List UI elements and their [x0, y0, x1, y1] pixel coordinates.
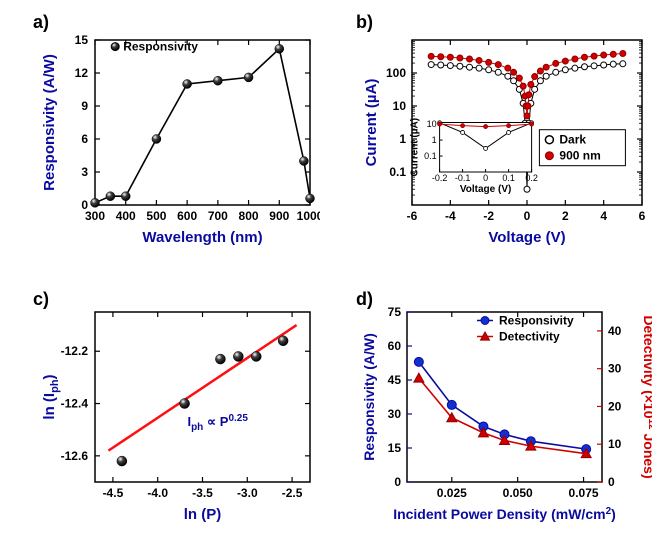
- y-right-axis-title: Detectivity (×1012 Jones): [641, 315, 652, 478]
- panel-d: 0.025 0.050 0.075 0 15 30 45 60 75 0 10 20 30 40 Incid…: [362, 297, 652, 527]
- svg-text:100: 100: [386, 66, 406, 80]
- svg-text:75: 75: [388, 305, 402, 319]
- x-axis-title: Wavelength (nm): [142, 229, 262, 246]
- svg-text:-12.4: -12.4: [61, 397, 89, 411]
- svg-text:-6: -6: [407, 209, 418, 223]
- svg-text:-3.5: -3.5: [192, 486, 213, 500]
- svg-text:10: 10: [608, 437, 622, 451]
- svg-text:0.1: 0.1: [389, 165, 406, 179]
- svg-text:15: 15: [75, 33, 89, 47]
- svg-text:-4.5: -4.5: [103, 486, 124, 500]
- svg-text:Voltage (V): Voltage (V): [460, 184, 511, 195]
- svg-text:400: 400: [116, 209, 136, 223]
- svg-text:6: 6: [81, 132, 88, 146]
- svg-text:600: 600: [177, 209, 197, 223]
- panel-c: -4.5 -4.0 -3.5 -3.0 -2.5 -12.6 -12.4 -12.2 ln (P…: [40, 297, 320, 527]
- y-axis-title: Responsivity (A/W): [41, 54, 58, 191]
- svg-text:800: 800: [239, 209, 259, 223]
- y-left-axis-title: Responsivity (A/W): [362, 333, 377, 461]
- x-axis-title: Incident Power Density (mW/cm2): [393, 506, 616, 522]
- svg-text:-2.5: -2.5: [282, 486, 303, 500]
- svg-text:9: 9: [81, 99, 88, 113]
- svg-text:-12.2: -12.2: [61, 344, 89, 358]
- figure-root: 300400500600700800900100003691215Wavelen…: [0, 0, 660, 542]
- legend-detect: Detectivity: [499, 330, 560, 344]
- svg-text:60: 60: [388, 339, 402, 353]
- panel-b-label: b): [356, 12, 373, 33]
- svg-text:0: 0: [524, 209, 531, 223]
- panel-d-chart: 0.025 0.050 0.075 0 15 30 45 60 75 0 10 20 30 40 Incid…: [362, 297, 652, 527]
- panel-b-chart: -6-4-202460.1110100Voltage (V)Current (µ…: [362, 20, 652, 250]
- legend-responsivity: Responsivity: [123, 40, 198, 54]
- legend-900nm: 900 nm: [559, 149, 600, 163]
- svg-text:20: 20: [608, 399, 622, 413]
- svg-text:10: 10: [393, 99, 407, 113]
- svg-text:0.1: 0.1: [424, 151, 437, 161]
- svg-text:0: 0: [394, 475, 401, 489]
- svg-text:10: 10: [427, 119, 437, 129]
- svg-text:-0.1: -0.1: [455, 173, 471, 183]
- panel-c-chart: -4.5 -4.0 -3.5 -3.0 -2.5 -12.6 -12.4 -12.2 ln (P…: [40, 297, 320, 527]
- svg-text:1: 1: [399, 132, 406, 146]
- svg-text:40: 40: [608, 324, 622, 338]
- svg-text:0.075: 0.075: [569, 486, 599, 500]
- panel-a: 300 400 500 600 700 800 900 1000 0 3 6 9 12 15 Wavelen…: [40, 20, 320, 250]
- x-axis-title: ln (P): [184, 506, 222, 523]
- svg-text:-12.6: -12.6: [61, 449, 89, 463]
- svg-text:45: 45: [388, 373, 402, 387]
- svg-text:0: 0: [81, 198, 88, 212]
- panel-a-chart: 300 400 500 600 700 800 900 1000 0 3 6 9 12 15 Wavelen…: [40, 20, 320, 250]
- svg-text:4: 4: [600, 209, 607, 223]
- svg-text:-2: -2: [483, 209, 494, 223]
- legend-dark: Dark: [559, 133, 586, 147]
- svg-text:900: 900: [269, 209, 289, 223]
- svg-text:0.2: 0.2: [525, 173, 538, 183]
- svg-text:Current (µA): Current (µA): [410, 118, 421, 177]
- svg-text:3: 3: [81, 165, 88, 179]
- panel-c-label: c): [33, 289, 49, 310]
- svg-text:-4: -4: [445, 209, 456, 223]
- svg-text:500: 500: [146, 209, 166, 223]
- svg-text:0: 0: [608, 475, 615, 489]
- svg-text:2: 2: [562, 209, 569, 223]
- svg-text:300: 300: [85, 209, 105, 223]
- svg-text:15: 15: [388, 441, 402, 455]
- svg-text:0.050: 0.050: [503, 486, 533, 500]
- panel-d-label: d): [356, 289, 373, 310]
- svg-text:6: 6: [639, 209, 646, 223]
- x-axis-title: Voltage (V): [488, 229, 565, 246]
- power-law-annotation: Iph ∝ P0.25: [187, 413, 248, 433]
- svg-text:30: 30: [388, 407, 402, 421]
- y-axis-title: Current (µA): [363, 79, 380, 167]
- svg-text:-4.0: -4.0: [147, 486, 168, 500]
- svg-text:-0.2: -0.2: [432, 173, 448, 183]
- svg-text:1: 1: [432, 135, 437, 145]
- y-axis-title: ln (Iph): [41, 374, 61, 419]
- svg-text:1000: 1000: [297, 209, 320, 223]
- svg-text:0.1: 0.1: [502, 173, 515, 183]
- svg-text:30: 30: [608, 362, 622, 376]
- svg-text:0.025: 0.025: [437, 486, 467, 500]
- legend-resp: Responsivity: [499, 314, 574, 328]
- panel-b: -6-4-202460.1110100Voltage (V)Current (µ…: [362, 20, 652, 250]
- svg-text:700: 700: [208, 209, 228, 223]
- svg-text:-3.0: -3.0: [237, 486, 258, 500]
- panel-a-label: a): [33, 12, 49, 33]
- svg-text:0: 0: [483, 173, 488, 183]
- svg-text:12: 12: [75, 66, 89, 80]
